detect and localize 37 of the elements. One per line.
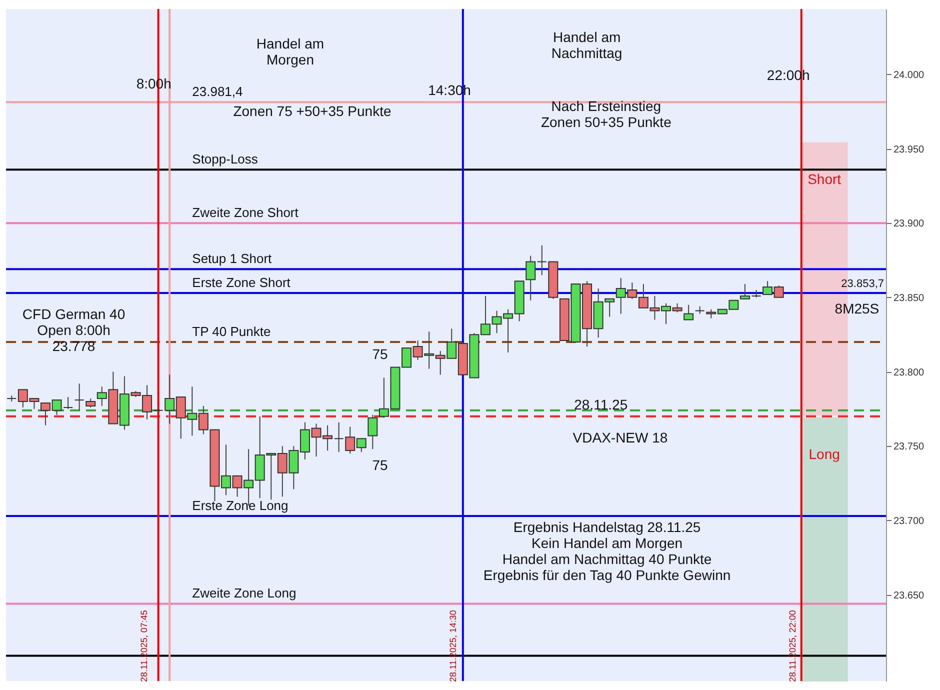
y-tick-label: 23.900 <box>894 218 925 230</box>
y-tick-label: 24.000 <box>894 70 925 81</box>
band-label: Long <box>808 446 840 462</box>
annotation: VDAX-NEW 18 <box>572 429 668 446</box>
y-tick-label: 23.650 <box>894 590 925 602</box>
annotation: Ergebnis Handelstag 28.11.25 Kein Handel am Morgen Handel am Nachmittag 40 Punkte Ergebnis für den Tag 40 Punkte Gewinn <box>483 518 731 583</box>
ref-line-label: Zweite Zone Short <box>192 205 299 220</box>
annotation: Nach Ersteinstieg Zonen 50+35 Punkte <box>540 98 672 130</box>
y-tick-label: 23.750 <box>894 442 925 453</box>
ref-line-label: Zweite Zone Long <box>192 586 296 601</box>
ref-line-label: TP 40 Punkte <box>192 324 271 340</box>
candlestick <box>74 383 84 411</box>
candlestick <box>740 284 750 300</box>
ref-line-label: Erste Zone Short <box>192 274 291 290</box>
annotation: 28.11.2025, 07:45 <box>139 610 150 682</box>
ref-line-label: Erste Zone Long <box>192 498 288 513</box>
annotation: 75 <box>372 346 388 362</box>
annotation: Zonen 75 +50+35 Punkte <box>233 102 392 119</box>
ref-line-label: Stopp-Loss <box>192 152 258 167</box>
annotation: 8M25S <box>834 300 880 316</box>
band-label: Short <box>808 170 842 187</box>
annotation: 23.853,7 <box>841 278 884 290</box>
y-tick-label: 23.700 <box>894 516 925 527</box>
annotation: 75 <box>372 456 388 473</box>
candlestick <box>526 255 536 301</box>
y-tick-label: 23.850 <box>894 292 925 304</box>
y-tick-label: 23.950 <box>894 144 925 156</box>
candlestick <box>684 304 694 320</box>
ref-line-label: 23.981,4 <box>192 84 243 100</box>
annotation: 28.11.2025, 14:30 <box>448 610 458 682</box>
candlestick <box>368 414 378 450</box>
annotation: 28.11.25 <box>574 396 628 412</box>
ref-line-label: Setup 1 Short <box>192 251 272 266</box>
annotation: Handel am Nachmittag <box>551 28 622 61</box>
annotation: 28.11.2025, 22:00 <box>788 610 798 682</box>
y-tick-label: 23.800 <box>894 367 925 378</box>
annotation: Handel am Morgen <box>256 36 324 68</box>
